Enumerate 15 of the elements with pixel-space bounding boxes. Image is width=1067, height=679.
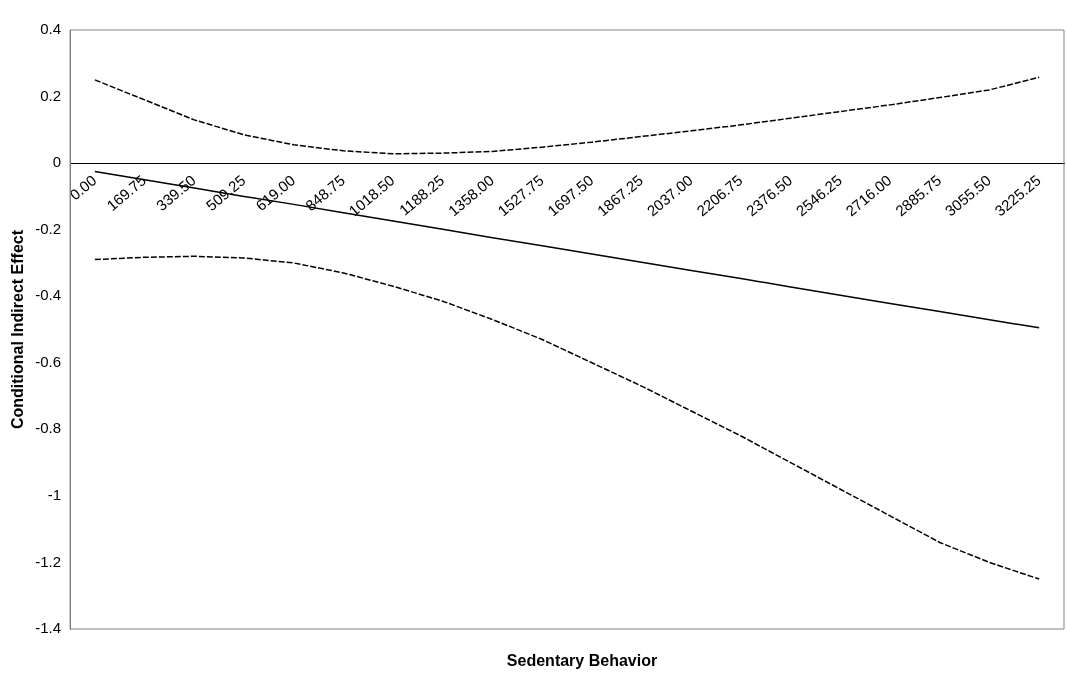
y-axis-title: Conditional Indirect Effect: [9, 229, 27, 430]
x-axis-title: Sedentary Behavior: [505, 652, 659, 670]
y-tick-label: 0.4: [40, 20, 62, 38]
line-series: [94, 255, 1040, 580]
y-tick-label: -1.4: [35, 619, 62, 637]
y-tick-label: -0.6: [35, 352, 62, 370]
y-tick-label: -0.4: [35, 286, 62, 304]
y-tick-label: -0.8: [35, 419, 62, 437]
y-tick-label: -1: [47, 486, 62, 504]
y-tick-label: 0.2: [40, 86, 62, 104]
y-tick-label: -0.2: [35, 219, 62, 237]
y-tick-label: 0: [52, 153, 62, 171]
x-tick-label: 0.00: [66, 171, 100, 204]
line-series: [94, 76, 1040, 155]
y-tick-label: -1.2: [35, 552, 62, 570]
